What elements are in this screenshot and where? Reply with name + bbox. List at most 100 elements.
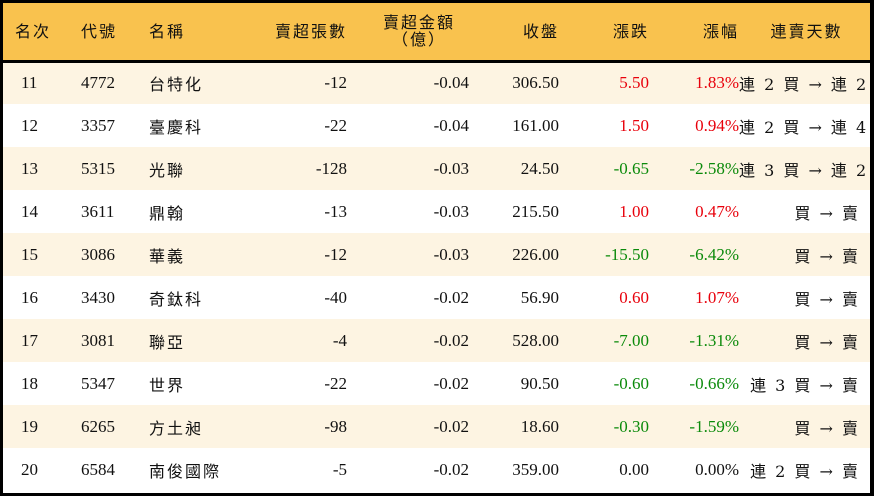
cell-rank: 16 [21, 287, 38, 307]
cell-code: 4772 [81, 73, 115, 93]
cell-sell-volume: -12 [324, 73, 347, 93]
table-row: 11 4772 台特化 -12 -0.04 306.50 5.50 1.83% … [3, 61, 874, 104]
cell-change-pct: 0.47% [695, 201, 739, 221]
cell-streak: 買 → 賣 [794, 246, 860, 266]
cell-sell-amount: -0.02 [433, 459, 469, 479]
cell-sell-amount: -0.02 [433, 416, 469, 436]
table-row: 16 3430 奇鈦科 -40 -0.02 56.90 0.60 1.07% 買… [3, 276, 870, 319]
cell-sell-amount: -0.03 [433, 244, 469, 264]
cell-close: 226.00 [512, 244, 559, 264]
cell-rank: 19 [21, 416, 38, 436]
header-sell-volume: 賣超張數 [274, 21, 347, 41]
cell-sell-amount: -0.02 [433, 373, 469, 393]
cell-change-pct: 0.00% [695, 459, 739, 479]
cell-change: 1.00 [619, 201, 649, 221]
cell-streak: 連 3 買 → 連 2 賣 [739, 160, 874, 180]
cell-close: 215.50 [512, 201, 559, 221]
cell-change: -15.50 [605, 244, 649, 264]
header-rank: 名次 [15, 21, 52, 41]
cell-rank: 11 [21, 73, 38, 93]
cell-change: -0.30 [613, 416, 649, 436]
cell-code: 3430 [81, 287, 115, 307]
cell-streak: 連 2 買 → 賣 [750, 461, 860, 481]
cell-sell-volume: -4 [332, 330, 347, 350]
cell-close: 306.50 [512, 73, 559, 93]
header-close: 收盤 [522, 21, 559, 41]
cell-streak: 買 → 賣 [794, 289, 860, 309]
cell-close: 24.50 [520, 158, 559, 178]
cell-name: 聯亞 [149, 332, 186, 352]
cell-change-pct: -1.59% [689, 416, 739, 436]
cell-code: 3081 [81, 330, 115, 350]
cell-streak: 買 → 賣 [794, 332, 860, 352]
cell-change: -0.65 [613, 158, 649, 178]
table-body: 11 4772 台特化 -12 -0.04 306.50 5.50 1.83% … [3, 61, 874, 491]
cell-rank: 12 [21, 115, 38, 135]
table-row: 14 3611 鼎翰 -13 -0.03 215.50 1.00 0.47% 買… [3, 190, 870, 233]
table-row: 20 6584 南俊國際 -5 -0.02 359.00 0.00 0.00% … [3, 448, 870, 491]
cell-change: 5.50 [619, 73, 649, 93]
cell-streak: 買 → 賣 [794, 418, 860, 438]
cell-name: 台特化 [149, 75, 204, 95]
cell-rank: 13 [21, 158, 38, 178]
cell-sell-volume: -98 [324, 416, 347, 436]
header-sell-amount-line1: 賣超金額 [382, 13, 455, 33]
cell-code: 5315 [81, 158, 115, 178]
table-row: 18 5347 世界 -22 -0.02 90.50 -0.60 -0.66% … [3, 362, 870, 405]
cell-change-pct: -2.58% [689, 158, 739, 178]
cell-change-pct: -6.42% [689, 244, 739, 264]
header-row: 名次 代號 名稱 賣超張數 賣超金額 （億） 收盤 漲跌 漲幅 連賣天數 [3, 3, 870, 61]
cell-name: 華義 [149, 246, 186, 266]
cell-rank: 17 [21, 330, 38, 350]
cell-change: 1.50 [619, 115, 649, 135]
header-code: 代號 [81, 21, 118, 41]
cell-sell-amount: -0.02 [433, 330, 469, 350]
cell-change-pct: -0.66% [689, 373, 739, 393]
cell-name: 世界 [149, 375, 186, 395]
header-sell-amount: 賣超金額 （億） [347, 3, 469, 61]
table-row: 19 6265 方土昶 -98 -0.02 18.60 -0.30 -1.59%… [3, 405, 870, 448]
cell-change: 0.00 [619, 459, 649, 479]
cell-sell-amount: -0.04 [433, 73, 469, 93]
cell-name: 方土昶 [149, 418, 204, 438]
header-change-pct: 漲幅 [702, 21, 739, 41]
table-row: 12 3357 臺慶科 -22 -0.04 161.00 1.50 0.94% … [3, 104, 874, 147]
cell-rank: 20 [21, 459, 38, 479]
cell-close: 18.60 [520, 416, 559, 436]
cell-streak: 買 → 賣 [794, 203, 860, 223]
cell-change: -7.00 [613, 330, 649, 350]
cell-rank: 15 [21, 244, 38, 264]
cell-change-pct: 1.07% [695, 287, 739, 307]
cell-sell-volume: -22 [324, 373, 347, 393]
cell-change-pct: 0.94% [695, 115, 739, 135]
cell-sell-volume: -12 [324, 244, 347, 264]
cell-sell-volume: -5 [332, 459, 347, 479]
cell-code: 3357 [81, 115, 115, 135]
cell-name: 臺慶科 [149, 117, 204, 137]
cell-close: 161.00 [512, 115, 559, 135]
cell-rank: 18 [21, 373, 38, 393]
cell-change-pct: -1.31% [689, 330, 739, 350]
cell-streak: 連 2 買 → 連 4 賣 [739, 117, 874, 137]
cell-streak: 連 3 買 → 賣 [750, 375, 860, 395]
cell-name: 鼎翰 [149, 203, 186, 223]
cell-sell-volume: -22 [324, 115, 347, 135]
cell-code: 5347 [81, 373, 115, 393]
table-row: 13 5315 光聯 -128 -0.03 24.50 -0.65 -2.58%… [3, 147, 874, 190]
table-header: 名次 代號 名稱 賣超張數 賣超金額 （億） 收盤 漲跌 漲幅 連賣天數 [3, 3, 870, 61]
cell-sell-amount: -0.03 [433, 201, 469, 221]
cell-change-pct: 1.83% [695, 73, 739, 93]
cell-close: 90.50 [520, 373, 559, 393]
cell-code: 6265 [81, 416, 115, 436]
cell-sell-volume: -40 [324, 287, 347, 307]
cell-close: 528.00 [512, 330, 559, 350]
cell-close: 359.00 [512, 459, 559, 479]
cell-sell-amount: -0.03 [433, 158, 469, 178]
cell-code: 6584 [81, 459, 115, 479]
cell-sell-amount: -0.04 [433, 115, 469, 135]
cell-code: 3086 [81, 244, 115, 264]
cell-sell-amount: -0.02 [433, 287, 469, 307]
header-streak: 連賣天數 [770, 21, 843, 41]
header-change: 漲跌 [612, 21, 649, 41]
